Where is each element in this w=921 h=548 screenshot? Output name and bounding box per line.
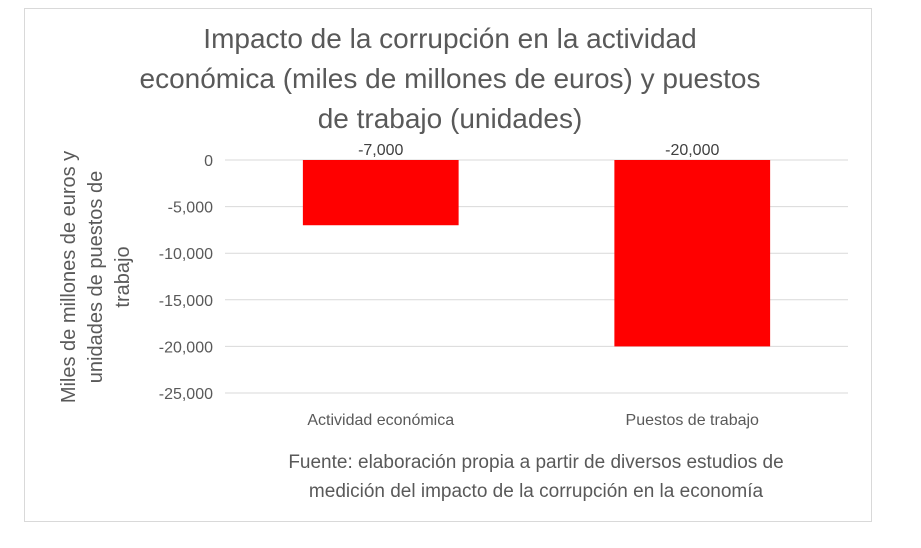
- bars: [302, 160, 771, 347]
- source-line-1: Fuente: elaboración propia a partir de d…: [288, 452, 783, 473]
- y-tick-label: -15,000: [159, 293, 213, 310]
- x-axis-categories: Actividad económica Puestos de trabajo: [307, 412, 759, 429]
- title-line-2: económica (miles de millones de euros) y…: [140, 63, 761, 94]
- chart-title: Impacto de la corrupción en la actividad…: [140, 23, 761, 134]
- y-tick-label: 0: [204, 153, 213, 170]
- y-tick-label: -20,000: [159, 339, 213, 356]
- data-labels: -7,000 -20,000: [358, 142, 719, 159]
- y-tick-label: -5,000: [168, 200, 213, 217]
- y-axis-ticks: 0 -5,000 -10,000 -15,000 -20,000 -25,000: [159, 153, 213, 403]
- title-line-1: Impacto de la corrupción en la actividad: [203, 23, 696, 54]
- y-tick-label: -25,000: [159, 386, 213, 403]
- bar: [302, 160, 459, 226]
- data-label: -20,000: [665, 142, 719, 159]
- source-note: Fuente: elaboración propia a partir de d…: [288, 452, 783, 502]
- title-line-3: de trabajo (unidades): [318, 103, 583, 134]
- category-label: Actividad económica: [307, 412, 454, 429]
- category-label: Puestos de trabajo: [626, 412, 760, 429]
- y-axis-label-line-2: unidades de puestos de: [85, 171, 107, 383]
- y-axis-label-line-3: trabajo: [112, 246, 134, 307]
- y-axis-label-line-1: Miles de millones de euros y: [58, 151, 80, 403]
- y-axis-label: Miles de millones de euros y unidades de…: [58, 151, 134, 403]
- data-label: -7,000: [358, 142, 403, 159]
- bar: [614, 160, 771, 347]
- y-tick-label: -10,000: [159, 246, 213, 263]
- source-line-2: medición del impacto de la corrupción en…: [309, 481, 764, 502]
